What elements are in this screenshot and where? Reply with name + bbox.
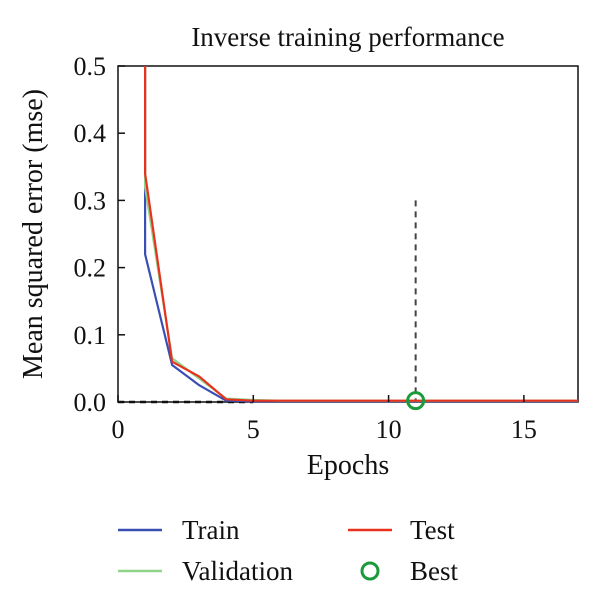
- legend-label-validation: Validation: [182, 556, 293, 586]
- x-tick-label: 10: [376, 415, 402, 444]
- plot-frame: [117, 65, 579, 403]
- x-tick-label: 0: [112, 415, 125, 444]
- y-axis-ticks: 0.0 0.1 0.2 0.3 0.4 0.5: [74, 52, 125, 417]
- y-axis-label: Mean squared error (mse): [18, 89, 49, 379]
- legend-label-train: Train: [182, 515, 240, 545]
- series-layer: [144, 66, 578, 403]
- series-line-train: [144, 66, 578, 403]
- legend-swatch-best: [360, 561, 380, 581]
- best-point-layer: [406, 391, 426, 411]
- legend: Train Validation Test Best: [118, 515, 459, 586]
- y-tick-label: 0.2: [74, 254, 107, 283]
- x-axis-label: Epochs: [307, 450, 389, 481]
- legend-label-test: Test: [410, 515, 455, 545]
- series-line-validation: [144, 66, 578, 402]
- chart-title: Inverse training performance: [191, 22, 504, 52]
- x-axis-ticks: 0 5 10 15: [112, 395, 537, 444]
- y-tick-label: 0.3: [74, 186, 107, 215]
- y-tick-label: 0.4: [74, 119, 107, 148]
- y-tick-label: 0.0: [74, 388, 107, 417]
- series-line-test: [144, 66, 578, 402]
- y-tick-label: 0.5: [74, 52, 107, 81]
- x-tick-label: 15: [511, 415, 537, 444]
- x-tick-label: 5: [247, 415, 260, 444]
- legend-label-best: Best: [410, 556, 459, 586]
- y-tick-label: 0.1: [74, 321, 107, 350]
- best-point: [406, 391, 426, 411]
